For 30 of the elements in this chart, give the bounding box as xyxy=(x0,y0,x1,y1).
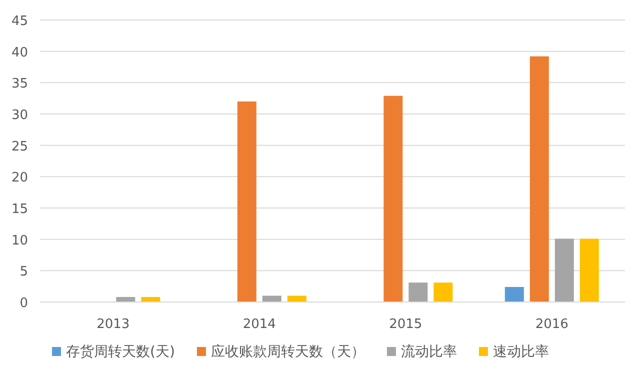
y-tick-label: 5 xyxy=(20,264,28,280)
legend-label: 速动比率 xyxy=(492,344,549,360)
bar xyxy=(434,282,453,302)
y-tick-label: 20 xyxy=(11,170,28,186)
bar xyxy=(554,238,574,302)
legend-label: 应收账款周转天数（天） xyxy=(210,344,365,360)
legend-label: 存货周转天数(天) xyxy=(66,344,175,360)
x-tick-label: 2013 xyxy=(96,317,130,332)
bar xyxy=(116,296,136,302)
y-tick-label: 35 xyxy=(11,76,28,92)
bar xyxy=(530,56,549,302)
bar xyxy=(384,96,403,302)
bar xyxy=(504,286,524,302)
legend-label: 流动比率 xyxy=(400,344,457,360)
bar xyxy=(580,238,599,302)
y-tick-label: 10 xyxy=(11,233,28,248)
bar xyxy=(408,282,428,302)
x-tick-label: 2015 xyxy=(389,317,422,332)
y-tick-label: 25 xyxy=(11,139,28,154)
bar xyxy=(237,101,256,302)
y-tick-label: 30 xyxy=(11,108,28,123)
y-tick-label: 40 xyxy=(11,45,28,60)
bar xyxy=(141,296,160,302)
bar xyxy=(287,296,306,302)
y-tick-label: 15 xyxy=(11,202,28,217)
x-tick-label: 2016 xyxy=(535,317,568,332)
y-tick-label: 0 xyxy=(20,296,28,311)
x-tick-label: 2014 xyxy=(242,317,276,332)
bar xyxy=(262,296,282,302)
y-tick-label: 45 xyxy=(11,14,28,29)
